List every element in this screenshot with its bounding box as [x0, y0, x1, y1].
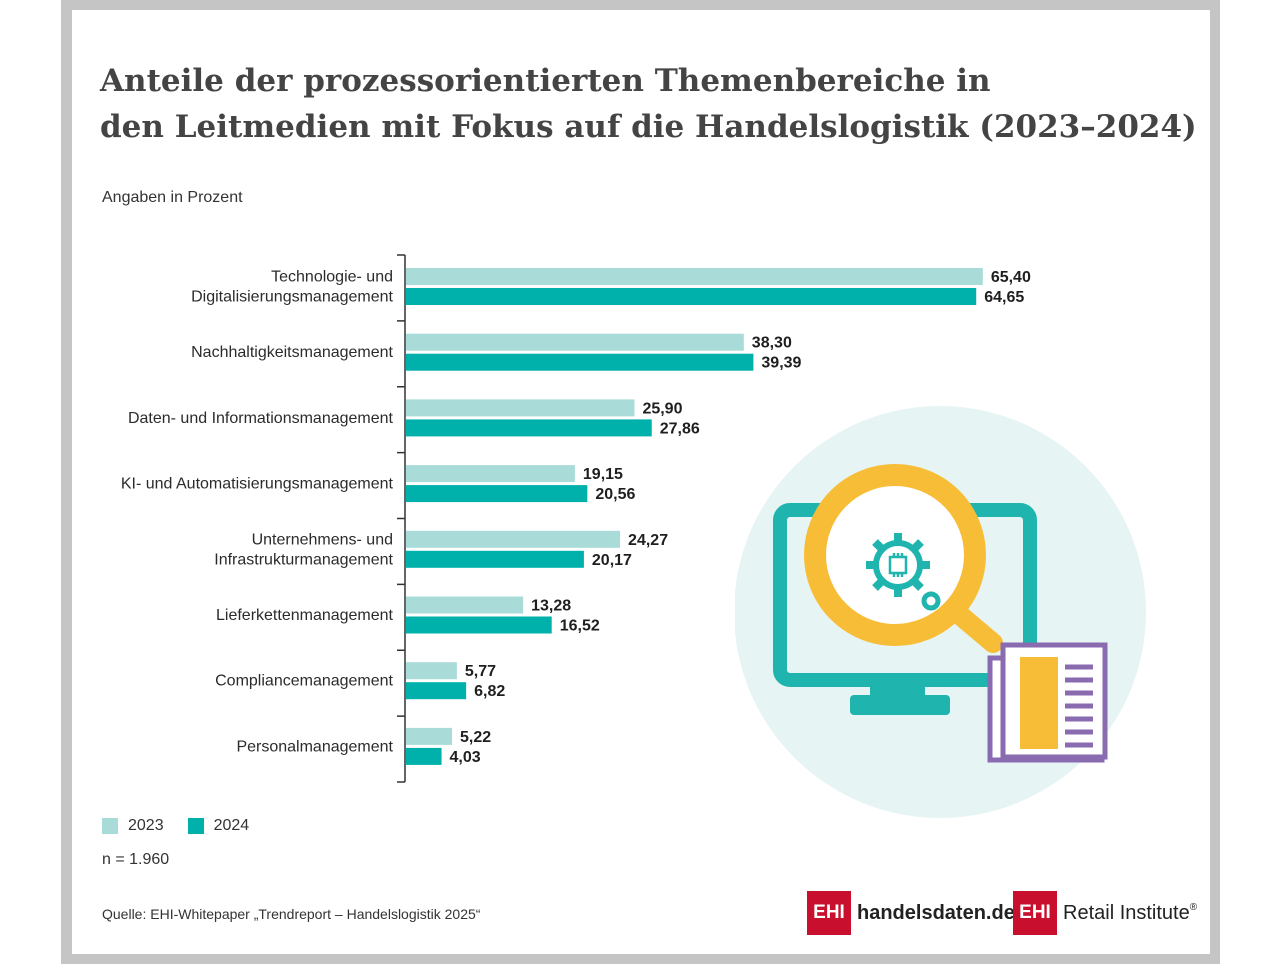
document-icon	[987, 642, 1108, 763]
logo-retail-institute[interactable]: EHI Retail Institute®	[1013, 891, 1197, 935]
bar-2024	[406, 288, 977, 305]
legend-swatch-2023	[102, 818, 118, 834]
value-label-2023: 25,90	[642, 400, 682, 417]
category-label: KI- und Automatisierungsmanagement	[121, 476, 394, 493]
bar-2023	[406, 662, 457, 680]
value-label-2023: 13,28	[531, 598, 571, 615]
registered-mark: ®	[1189, 901, 1198, 913]
legend-swatch-2024	[187, 818, 204, 834]
bar-2023	[406, 399, 635, 417]
bar-2024	[406, 616, 552, 634]
logo-handelsdaten-box: EHI	[807, 891, 851, 935]
title-line-2: den Leitmedien mit Fokus auf die Handels…	[100, 109, 1197, 145]
value-label-2023: 65,40	[991, 269, 1031, 286]
source-note: Quelle: EHI-Whitepaper „Trendreport – Ha…	[102, 906, 481, 922]
bar-2023	[406, 465, 575, 483]
sample-size-note: n = 1.960	[102, 851, 170, 868]
bar-2024	[406, 353, 754, 371]
legend-item-2023: 2023	[102, 817, 164, 835]
logo-retail-institute-text: Retail Institute®	[1063, 902, 1197, 925]
category-label: Nachhaltigkeitsmanagement	[191, 344, 393, 361]
gear-icon	[866, 533, 941, 611]
category-label: Lieferkettenmanagement	[216, 607, 394, 624]
bar-2024	[406, 485, 588, 503]
bar-2024	[406, 682, 467, 700]
chip-icon	[888, 553, 908, 577]
logo-handelsdaten[interactable]: EHI handelsdaten.de	[807, 891, 1015, 935]
value-label-2024: 27,86	[660, 420, 700, 437]
illustration	[735, 406, 1146, 818]
bar-2024	[406, 419, 652, 437]
value-label-2023: 19,15	[583, 466, 623, 483]
legend-label-2024: 2024	[213, 817, 250, 834]
bar-2023	[406, 596, 524, 614]
value-label-2023: 24,27	[628, 532, 668, 549]
bar-2024	[406, 747, 442, 765]
bar-2023	[406, 530, 621, 548]
legend: 2023 2024	[102, 817, 273, 835]
logo-retail-institute-name: Retail Institute	[1063, 901, 1190, 924]
legend-label-2023: 2023	[128, 817, 164, 834]
category-label: Unternehmens- und Infrastrukturmanagement	[214, 531, 393, 568]
value-label-2023: 5,22	[460, 729, 491, 746]
category-label: Compliancemanagement	[215, 673, 393, 690]
value-label-2024: 20,56	[595, 486, 635, 503]
value-label-2024: 20,17	[592, 552, 632, 569]
bar-2023	[406, 333, 744, 351]
value-label-2024: 64,65	[984, 289, 1024, 306]
unit-note: Angaben in Prozent	[102, 189, 243, 206]
value-label-2023: 38,30	[752, 335, 792, 352]
category-label: Daten- und Informationsmanagement	[128, 410, 394, 427]
legend-item-2024: 2024	[187, 817, 250, 835]
value-label-2024: 6,82	[474, 683, 505, 700]
value-label-2024: 16,52	[560, 618, 600, 635]
category-label: Technologie- und Digitalisierungsmanageme…	[191, 269, 393, 306]
value-label-2024: 39,39	[761, 355, 801, 372]
value-label-2024: 4,03	[450, 749, 481, 766]
category-label: Personalmanagement	[236, 738, 393, 755]
logo-retail-institute-box: EHI	[1013, 891, 1057, 935]
title-line-1: Anteile der prozessorientierten Themenbe…	[100, 63, 991, 99]
bar-2023	[406, 268, 983, 285]
bar-2024	[406, 550, 584, 568]
value-label-2023: 5,77	[465, 663, 496, 680]
logo-handelsdaten-text: handelsdaten.de	[857, 901, 1015, 924]
chart-title: Anteile der prozessorientierten Themenbe…	[100, 58, 1200, 150]
bar-2023	[406, 727, 453, 745]
